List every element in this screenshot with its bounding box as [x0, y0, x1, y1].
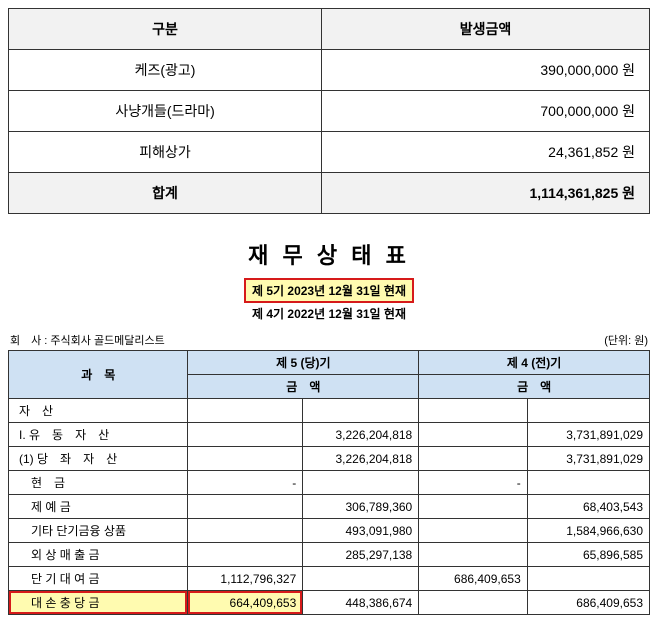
bs-p4-b: 65,896,585	[527, 543, 649, 567]
bs-p5-b: 3,226,204,818	[303, 447, 419, 471]
bs-row: 제 예 금 306,789,360 68,403,543	[9, 495, 650, 519]
bs-p4-a	[419, 495, 528, 519]
bs-p5-a: 664,409,653	[188, 591, 303, 615]
bs-row: 외 상 매 출 금 285,297,138 65,896,585	[9, 543, 650, 567]
bs-p4-b	[527, 471, 649, 495]
bs-head-period5: 제 5 (당)기	[188, 351, 419, 375]
meta-row: 회 사 : 주식회사 골드메달리스트 (단위: 원)	[10, 332, 648, 348]
summary-row: 사냥개들(드라마)700,000,000 원	[9, 91, 650, 132]
bs-p5-b: 285,297,138	[303, 543, 419, 567]
bs-account: 자 산	[9, 399, 188, 423]
summary-table: 구분 발생금액 케즈(광고)390,000,000 원사냥개들(드라마)700,…	[8, 8, 650, 214]
bs-p4-b: 3,731,891,029	[527, 447, 649, 471]
summary-total-row: 합계1,114,361,825 원	[9, 173, 650, 214]
bs-p5-a	[188, 399, 303, 423]
bs-row: 단 기 대 여 금1,112,796,327 686,409,653	[9, 567, 650, 591]
bs-row: 기타 단기금융 상품 493,091,980 1,584,966,630	[9, 519, 650, 543]
summary-row-label: 피해상가	[9, 132, 322, 173]
bs-account: 현 금	[9, 471, 188, 495]
bs-p5-b: 448,386,674	[303, 591, 419, 615]
bs-row: 자 산	[9, 399, 650, 423]
bs-p5-a	[188, 519, 303, 543]
bs-p4-a	[419, 423, 528, 447]
bs-account: 대 손 충 당 금	[9, 591, 188, 615]
bs-p4-b: 68,403,543	[527, 495, 649, 519]
bs-p4-a: 686,409,653	[419, 567, 528, 591]
summary-row-label: 사냥개들(드라마)	[9, 91, 322, 132]
bs-p5-b	[303, 471, 419, 495]
summary-row-label: 케즈(광고)	[9, 50, 322, 91]
summary-header-label: 구분	[9, 9, 322, 50]
bs-head-account: 과 목	[9, 351, 188, 399]
bs-p4-b: 1,584,966,630	[527, 519, 649, 543]
date-period-4: 제 4기 2022년 12월 31일 현재	[246, 303, 412, 324]
bs-p5-b	[303, 399, 419, 423]
summary-total-amount: 1,114,361,825 원	[322, 173, 650, 214]
bs-p4-a	[419, 399, 528, 423]
summary-row-amount: 700,000,000 원	[322, 91, 650, 132]
summary-row-amount: 24,361,852 원	[322, 132, 650, 173]
summary-row: 피해상가24,361,852 원	[9, 132, 650, 173]
bs-p5-a: 1,112,796,327	[188, 567, 303, 591]
bs-head-p5-amount: 금 액	[188, 375, 419, 399]
bs-account: 제 예 금	[9, 495, 188, 519]
bs-account: 단 기 대 여 금	[9, 567, 188, 591]
bs-p5-a	[188, 447, 303, 471]
bs-head-period4: 제 4 (전)기	[419, 351, 650, 375]
bs-p4-a	[419, 591, 528, 615]
bs-row: (1) 당 좌 자 산 3,226,204,818 3,731,891,029	[9, 447, 650, 471]
bs-p5-b: 3,226,204,818	[303, 423, 419, 447]
bs-p5-a: -	[188, 471, 303, 495]
bs-p4-b	[527, 399, 649, 423]
bs-p5-a	[188, 495, 303, 519]
balance-sheet-table: 과 목 제 5 (당)기 제 4 (전)기 금 액 금 액 자 산I. 유 동 …	[8, 350, 650, 615]
bs-row: I. 유 동 자 산 3,226,204,818 3,731,891,029	[9, 423, 650, 447]
summary-header-amount: 발생금액	[322, 9, 650, 50]
bs-p5-b: 306,789,360	[303, 495, 419, 519]
summary-total-label: 합계	[9, 173, 322, 214]
bs-account: (1) 당 좌 자 산	[9, 447, 188, 471]
bs-p4-a: -	[419, 471, 528, 495]
bs-head-p4-amount: 금 액	[419, 375, 650, 399]
currency-unit: (단위: 원)	[604, 332, 648, 348]
bs-account: 외 상 매 출 금	[9, 543, 188, 567]
bs-p5-b	[303, 567, 419, 591]
balance-sheet-title: 재 무 상 태 표	[8, 238, 650, 270]
bs-p4-a	[419, 519, 528, 543]
date-period-5: 제 5기 2023년 12월 31일 현재	[244, 278, 414, 303]
bs-account: 기타 단기금융 상품	[9, 519, 188, 543]
bs-p5-a	[188, 423, 303, 447]
date-box: 제 5기 2023년 12월 31일 현재 제 4기 2022년 12월 31일…	[244, 278, 414, 324]
bs-p4-a	[419, 447, 528, 471]
company-name: 회 사 : 주식회사 골드메달리스트	[10, 332, 165, 348]
bs-p4-b: 686,409,653	[527, 591, 649, 615]
bs-account: I. 유 동 자 산	[9, 423, 188, 447]
bs-p4-b: 3,731,891,029	[527, 423, 649, 447]
summary-row-amount: 390,000,000 원	[322, 50, 650, 91]
bs-p5-b: 493,091,980	[303, 519, 419, 543]
bs-row: 현 금--	[9, 471, 650, 495]
bs-p4-a	[419, 543, 528, 567]
bs-p4-b	[527, 567, 649, 591]
bs-row: 대 손 충 당 금664,409,653448,386,674 686,409,6…	[9, 591, 650, 615]
summary-row: 케즈(광고)390,000,000 원	[9, 50, 650, 91]
bs-p5-a	[188, 543, 303, 567]
